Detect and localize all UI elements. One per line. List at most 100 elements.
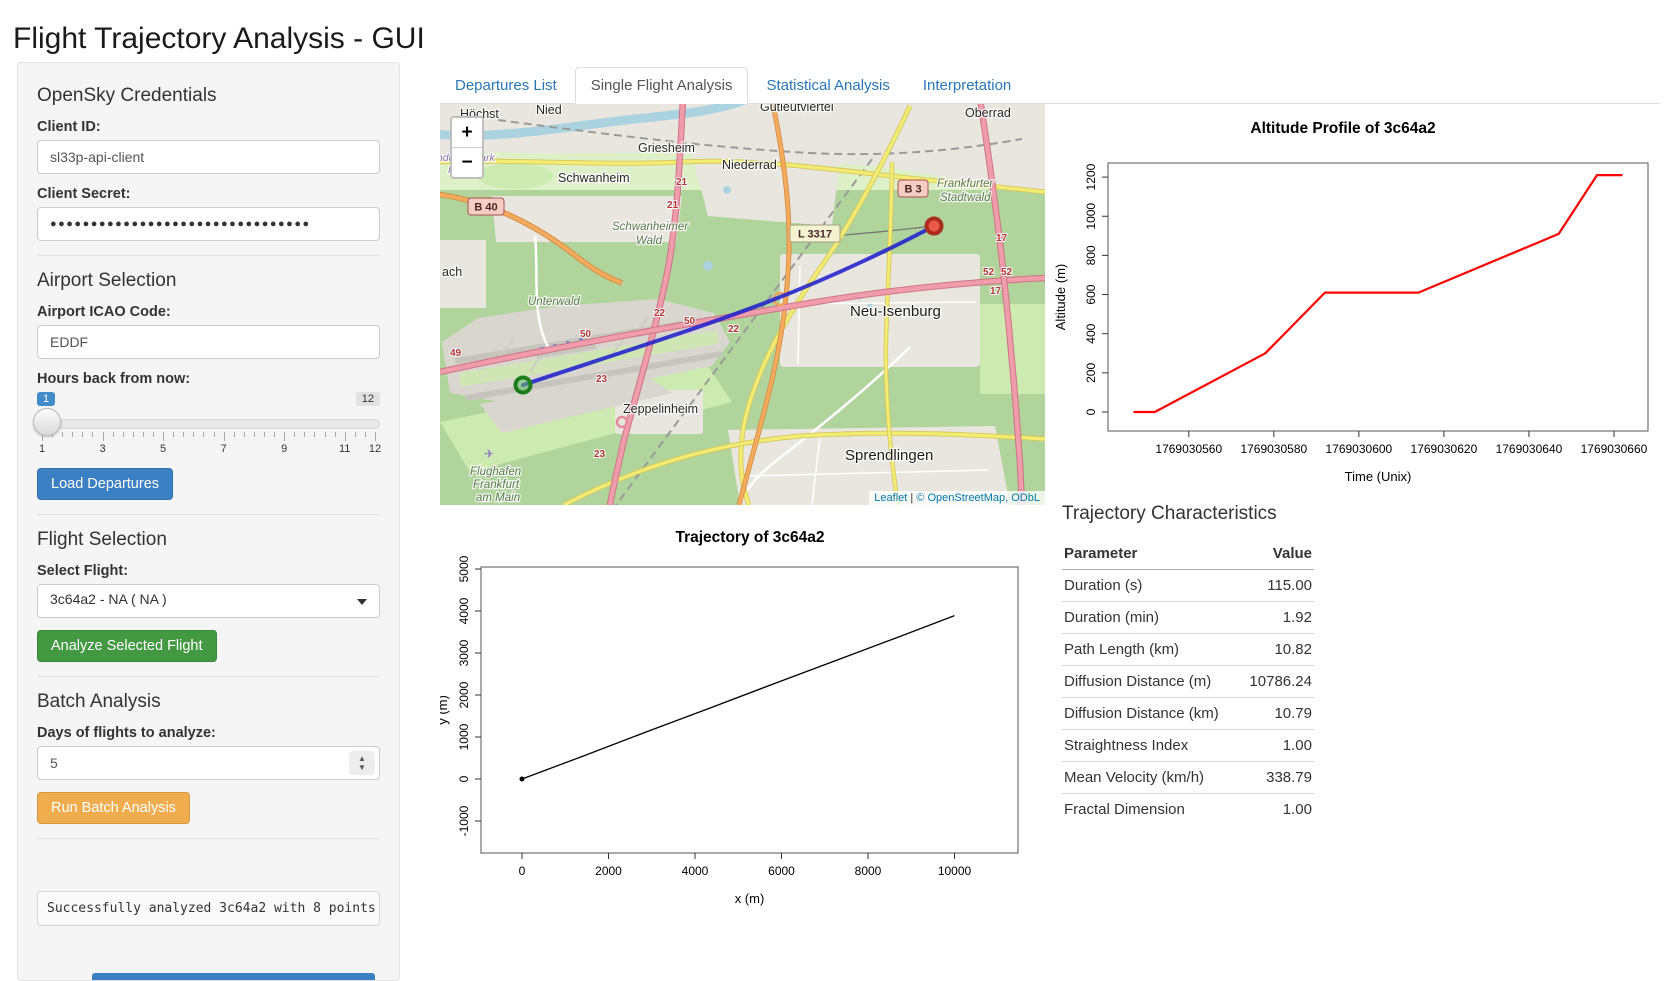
svg-text:1000: 1000 [1084, 203, 1098, 230]
svg-text:x (m): x (m) [735, 891, 765, 906]
cutoff-button[interactable] [92, 973, 375, 980]
svg-text:0: 0 [519, 864, 526, 878]
svg-text:Time (Unix): Time (Unix) [1345, 469, 1412, 484]
svg-text:50: 50 [684, 316, 696, 327]
value-cell: 10.82 [1239, 633, 1314, 666]
table-row: Path Length (km) 10.82 [1062, 633, 1314, 666]
slider-track[interactable] [37, 419, 380, 429]
sidebar-panel: OpenSky Credentials Client ID: Client Se… [17, 62, 400, 981]
svg-text:1769030640: 1769030640 [1496, 442, 1563, 456]
parameter-cell: Path Length (km) [1062, 633, 1240, 666]
slider-handle[interactable] [33, 408, 61, 436]
svg-text:50: 50 [580, 329, 592, 340]
value-cell: 115.00 [1267, 577, 1312, 594]
divider [37, 676, 380, 677]
map-label-gutleutviertel: Gutleutviertel [760, 104, 834, 114]
flight-select[interactable]: 3c64a2 - NA ( NA ) [37, 584, 380, 618]
tab-departures-list[interactable]: Departures List [455, 77, 557, 94]
hours-back-slider[interactable]: 1 12 1 3 5 7 9 11 12 [33, 392, 381, 458]
value-cell: 1.92 [1239, 601, 1314, 634]
map-label-schwanheimer-wald: Schwanheimer [612, 221, 689, 233]
map-label-kelsterbach: ach [442, 265, 462, 279]
road-shield-l3317: L 3317 [789, 224, 841, 243]
parameter-cell: Fractal Dimension [1062, 793, 1240, 825]
hours-back-label: Hours back from now: [37, 371, 191, 387]
road-refs: 21 21 22 22 23 23 49 50 50 17 52 52 17 [449, 176, 1014, 461]
divider [37, 514, 380, 515]
slider-tick-label: 11 [339, 443, 351, 455]
value-cell: 10.79 [1239, 697, 1314, 730]
svg-text:600: 600 [1084, 284, 1098, 304]
svg-text:6000: 6000 [768, 864, 795, 878]
airport-heading: Airport Selection [37, 270, 177, 291]
map-label-schwanheim: Schwanheim [558, 171, 630, 185]
flight-select-value: 3c64a2 - NA ( NA ) [50, 591, 167, 607]
map-label-sprendlingen: Sprendlingen [845, 447, 933, 464]
map-trajectory-line [521, 224, 936, 387]
batch-days-input[interactable] [37, 746, 380, 780]
svg-text:y (m): y (m) [440, 695, 450, 725]
svg-text:4000: 4000 [682, 864, 709, 878]
svg-text:17: 17 [990, 286, 1002, 297]
svg-text:am Main: am Main [476, 492, 520, 504]
altitude-chart: 1769030560 1769030580 1769030600 1769030620… [1053, 162, 1649, 484]
trajectory-chart-title: Trajectory of 3c64a2 [675, 529, 825, 546]
svg-text:B 40: B 40 [474, 202, 497, 214]
svg-text:21: 21 [667, 200, 679, 211]
slider-max-badge: 12 [355, 392, 380, 406]
divider [37, 255, 380, 256]
number-stepper-icon[interactable]: ▲ ▼ [349, 751, 375, 775]
zoom-in-button[interactable]: + [452, 118, 482, 147]
icao-input[interactable] [37, 325, 380, 359]
flight-selection-heading: Flight Selection [37, 529, 167, 550]
slider-tick-label: 7 [220, 443, 227, 455]
odbl-link[interactable]: , ODbL [1005, 492, 1040, 504]
status-message: Successfully analyzed 3c64a2 with 8 poin… [37, 891, 380, 926]
svg-text:Stadtwald: Stadtwald [940, 192, 991, 204]
load-departures-button[interactable]: Load Departures [37, 468, 174, 500]
flight-map[interactable]: B 40 B 3 L 3317 21 21 22 22 23 23 49 50 … [440, 104, 1045, 505]
svg-text:Wald: Wald [636, 235, 663, 247]
client-id-input[interactable] [37, 140, 380, 174]
map-label-oberrad: Oberrad [965, 106, 1011, 120]
road-shield-b3: B 3 [897, 179, 929, 198]
client-secret-input[interactable]: ●●●●●●●●●●●●●●●●●●●●●●●●●●●●●●●● [37, 207, 380, 241]
slider-tick-label: 9 [281, 443, 288, 455]
leaflet-link[interactable]: Leaflet [874, 492, 908, 504]
value-cell: 338.79 [1239, 761, 1314, 794]
start-marker[interactable] [513, 375, 533, 395]
characteristics-table: Parameter Value Duration (s) 115.00 Durati… [1062, 538, 1314, 825]
table-row: Duration (min) 1.92 [1062, 601, 1314, 634]
map-label-frankfurter-stadtwald: Frankfurter [937, 178, 994, 190]
map-canvas: B 40 B 3 L 3317 21 21 22 22 23 23 49 50 … [440, 104, 1045, 505]
tab-statistical-analysis[interactable]: Statistical Analysis [766, 77, 890, 94]
osm-link[interactable]: © OpenStreetMap [916, 492, 1006, 504]
characteristics-heading: Trajectory Characteristics [1062, 503, 1277, 524]
svg-text:10000: 10000 [938, 864, 972, 878]
svg-text:Frankfurt: Frankfurt [473, 479, 520, 491]
client-secret-label: Client Secret: [37, 186, 131, 202]
map-label-zeppelinheim: Zeppelinheim [623, 402, 698, 416]
svg-text:1000: 1000 [457, 723, 471, 750]
svg-text:5000: 5000 [457, 555, 471, 582]
column-header-value: Value [1239, 538, 1314, 570]
map-label-unterwald: Unterwald [528, 296, 580, 308]
zoom-out-button[interactable]: − [452, 147, 482, 177]
run-batch-button[interactable]: Run Batch Analysis [37, 792, 190, 824]
map-labels: Höchst Nied Griesheim Gutleutviertel Obe… [440, 104, 1012, 505]
airplane-icon: ✈ [484, 447, 494, 461]
chevron-down-icon [357, 599, 367, 605]
tab-interpretation[interactable]: Interpretation [922, 77, 1012, 94]
analyze-flight-button[interactable]: Analyze Selected Flight [37, 630, 217, 662]
end-marker[interactable] [924, 216, 944, 236]
svg-text:2000: 2000 [457, 681, 471, 708]
parameter-cell: Diffusion Distance (m) [1062, 665, 1240, 698]
value-cell: 10786.24 [1239, 665, 1314, 698]
map-attribution: Leaflet | © OpenStreetMap, ODbL [869, 491, 1045, 505]
parameter-cell: Straightness Index [1062, 729, 1240, 762]
map-label-griesheim: Griesheim [638, 141, 695, 155]
svg-text:1769030660: 1769030660 [1581, 442, 1648, 456]
value-cell: 1.00 [1239, 793, 1314, 825]
tab-single-flight-analysis[interactable]: Single Flight Analysis [574, 67, 749, 104]
map-label-flughafen: Flughafen [470, 466, 521, 478]
